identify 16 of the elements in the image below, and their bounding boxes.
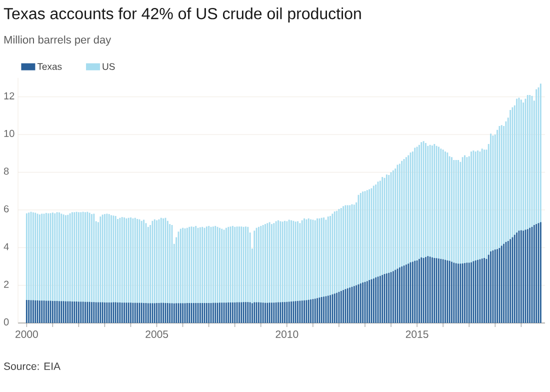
legend-label: US: [102, 63, 115, 70]
chart-title: Texas accounts for 42% of US crude oil production: [4, 8, 361, 22]
y-tick-label: 0: [4, 318, 9, 326]
x-tick-label: 2010: [276, 330, 298, 338]
chart-subtitle: Million barrels per day: [4, 36, 112, 46]
y-tick-label: 10: [4, 130, 14, 138]
legend-label: Texas: [37, 63, 62, 70]
x-tick-label: 2000: [16, 330, 38, 338]
x-tick-label: 2005: [146, 330, 168, 338]
source-note: Source: EIA: [4, 362, 61, 370]
y-tick-label: 12: [4, 92, 14, 100]
y-tick-label: 6: [4, 205, 9, 212]
y-tick-label: 8: [4, 168, 9, 175]
y-tick-label: 2: [4, 280, 9, 288]
x-tick-label: 2015: [406, 330, 428, 338]
y-tick-label: 4: [4, 243, 9, 250]
